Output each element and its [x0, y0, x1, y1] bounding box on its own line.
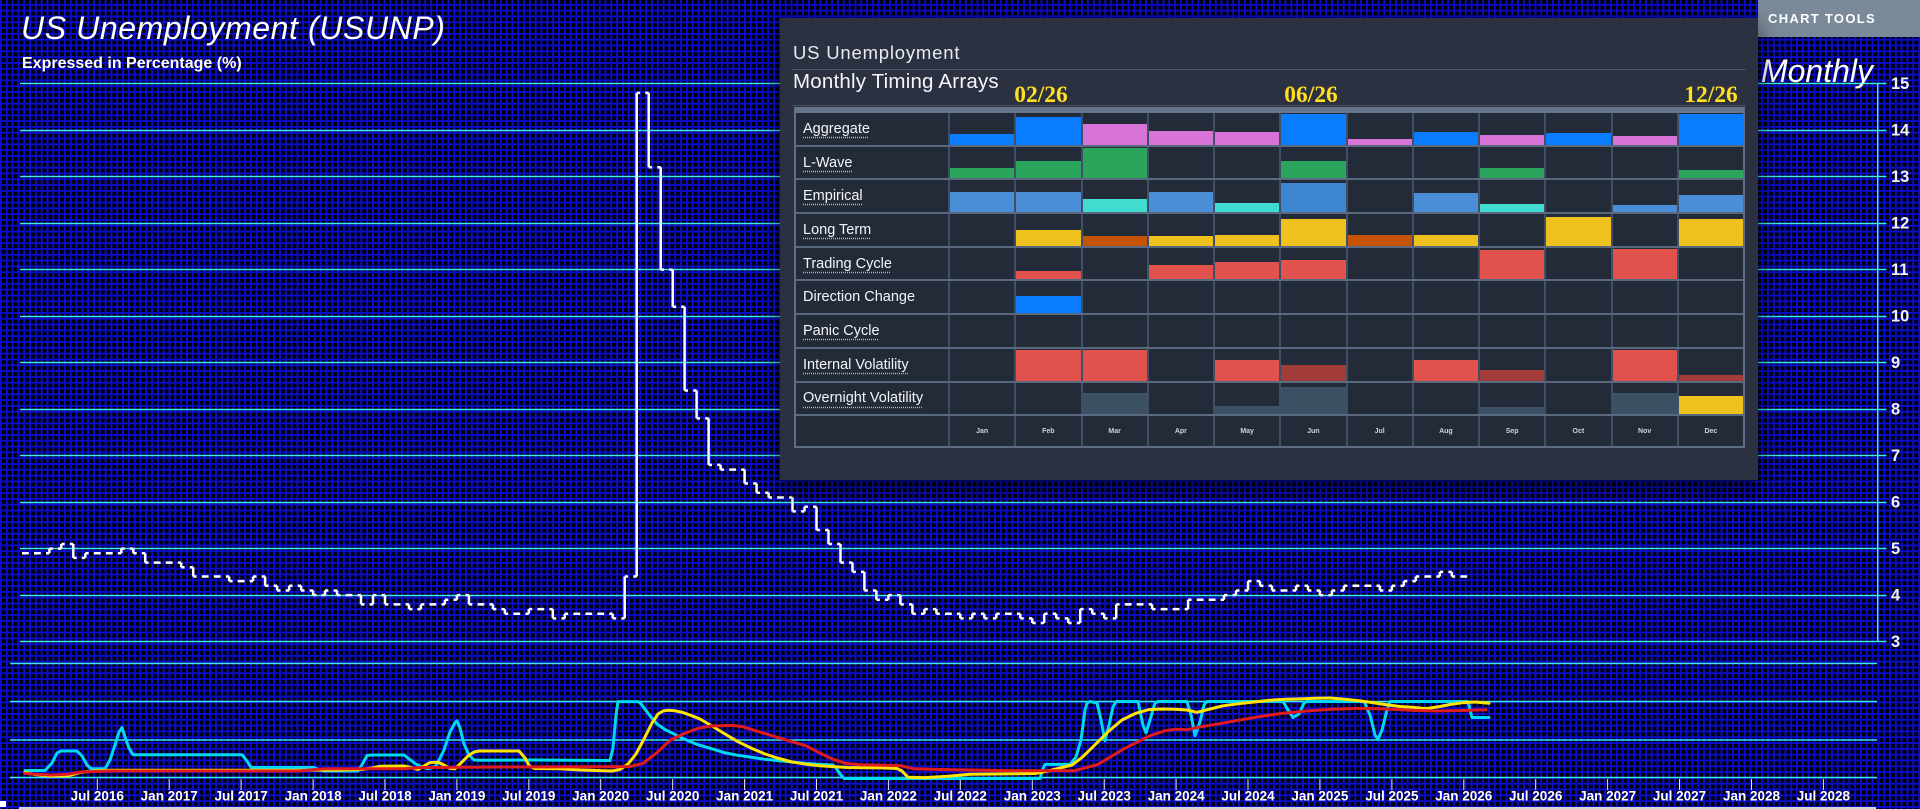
- svg-text:8: 8: [1891, 400, 1900, 418]
- svg-text:12: 12: [1891, 214, 1909, 232]
- svg-text:Jul 2026: Jul 2026: [1509, 789, 1563, 804]
- svg-text:Jul 2023: Jul 2023: [1078, 789, 1132, 804]
- svg-text:Jul 2017: Jul 2017: [214, 789, 267, 804]
- svg-text:Jul 2021: Jul 2021: [790, 789, 844, 804]
- svg-text:6: 6: [1891, 493, 1900, 511]
- svg-text:Jan 2027: Jan 2027: [1579, 789, 1636, 804]
- svg-text:10: 10: [1891, 307, 1909, 325]
- svg-text:Jan 2018: Jan 2018: [285, 789, 343, 804]
- svg-text:14: 14: [1891, 121, 1910, 139]
- svg-text:Jan 2021: Jan 2021: [716, 789, 774, 804]
- svg-text:Jan 2022: Jan 2022: [860, 789, 917, 804]
- svg-text:Jul 2022: Jul 2022: [934, 789, 987, 804]
- svg-text:Jan 2017: Jan 2017: [141, 789, 198, 804]
- svg-text:3: 3: [1891, 633, 1900, 651]
- svg-text:Jul 2018: Jul 2018: [358, 789, 412, 804]
- svg-text:4: 4: [1891, 586, 1901, 604]
- svg-text:Jul 2019: Jul 2019: [502, 789, 555, 804]
- svg-text:Jan 2025: Jan 2025: [1291, 789, 1349, 804]
- svg-text:Jul 2027: Jul 2027: [1653, 789, 1706, 804]
- svg-text:Jul 2025: Jul 2025: [1365, 789, 1419, 804]
- svg-text:Jan 2024: Jan 2024: [1148, 789, 1206, 804]
- svg-text:Jan 2023: Jan 2023: [1004, 789, 1062, 804]
- svg-text:13: 13: [1891, 168, 1909, 186]
- svg-text:Jul 2028: Jul 2028: [1797, 789, 1851, 804]
- svg-text:15: 15: [1891, 75, 1909, 93]
- svg-text:Jan 2020: Jan 2020: [572, 789, 629, 804]
- svg-text:Jul 2020: Jul 2020: [646, 789, 699, 804]
- svg-text:5: 5: [1891, 540, 1900, 558]
- svg-text:Jan 2026: Jan 2026: [1435, 789, 1493, 804]
- svg-text:11: 11: [1891, 261, 1908, 279]
- svg-text:7: 7: [1891, 447, 1900, 465]
- svg-text:Jan 2019: Jan 2019: [428, 789, 485, 804]
- svg-text:Jul 2016: Jul 2016: [71, 789, 125, 804]
- svg-text:Jan 2028: Jan 2028: [1723, 789, 1781, 804]
- svg-text:Jul 2024: Jul 2024: [1221, 789, 1275, 804]
- svg-text:9: 9: [1891, 354, 1900, 372]
